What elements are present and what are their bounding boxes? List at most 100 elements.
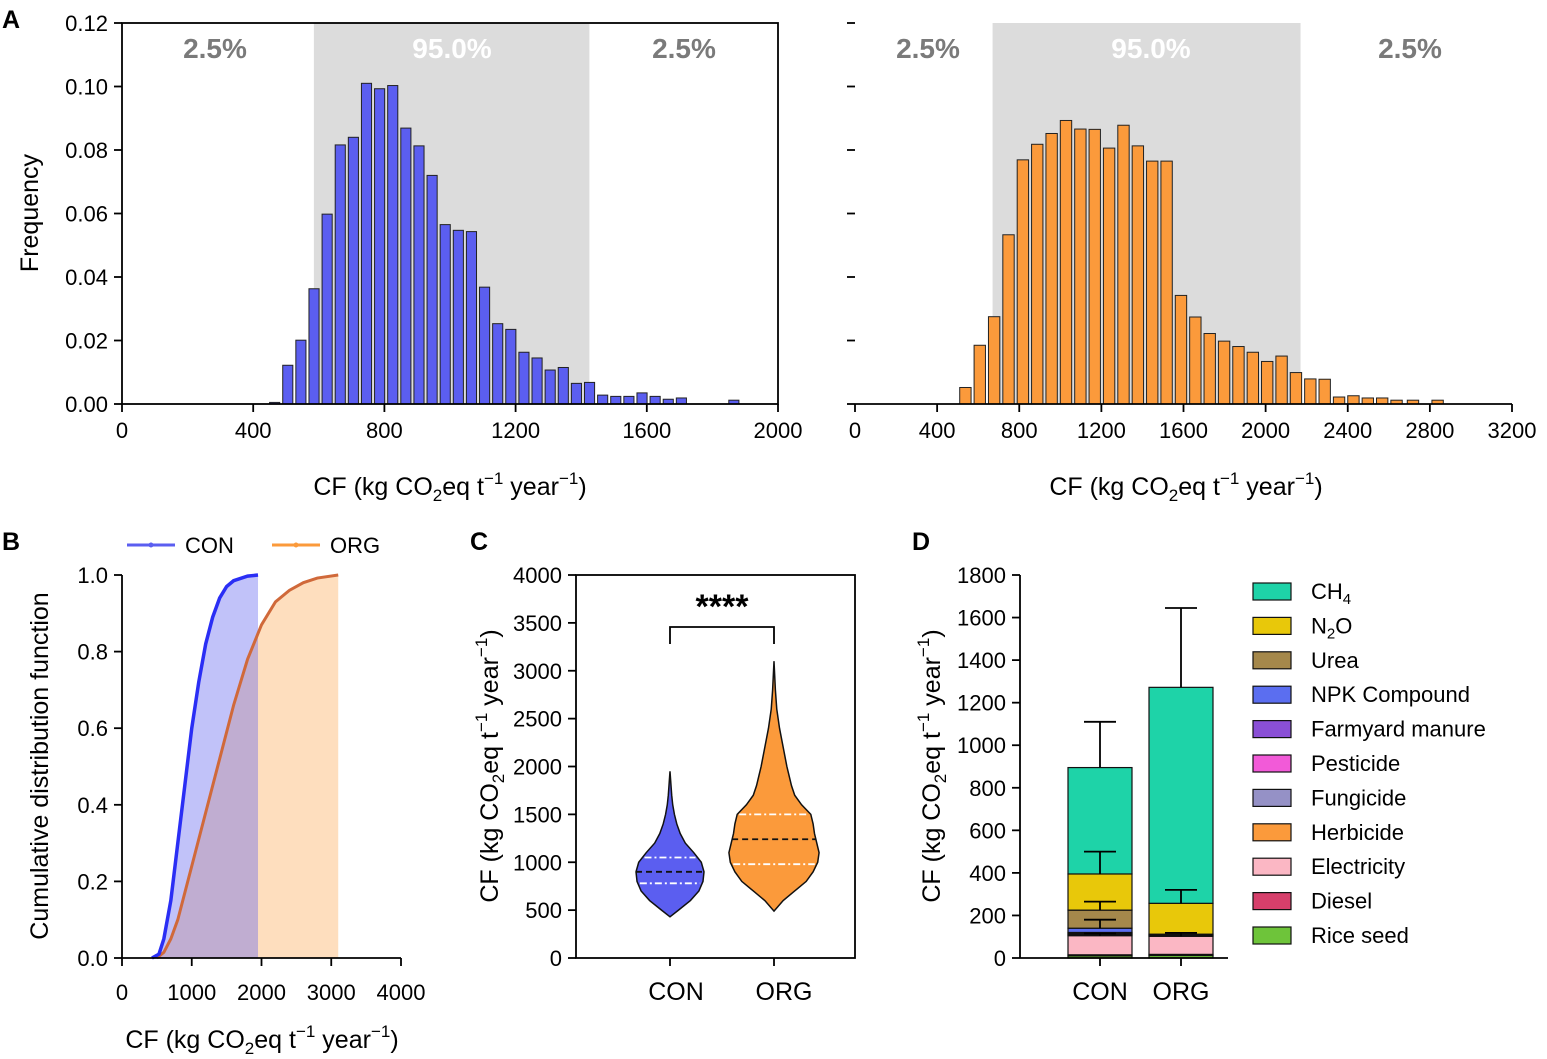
cdf-legend-con-marker — [148, 542, 154, 548]
stack-y-tick-label: 800 — [969, 776, 1006, 801]
violin-shapes — [635, 661, 820, 918]
hist_org-bar — [1232, 346, 1245, 405]
hist_org-bar — [1031, 143, 1044, 405]
con-segment-ch4 — [1067, 766, 1133, 875]
stack-legend-swatch — [1252, 582, 1292, 601]
hist_org-bar — [1102, 147, 1116, 405]
stack-legend-label: CH4 — [1311, 579, 1351, 608]
cdf-x-label: CF (kg CO2eq t−1 year−1) — [125, 1022, 398, 1058]
hist_con-bar — [583, 381, 596, 405]
stack-y-tick-label: 1600 — [957, 606, 1006, 631]
stack-x-tick-label: ORG — [1153, 978, 1210, 1006]
violin-frame — [575, 574, 856, 959]
hist_org-bar — [1203, 333, 1216, 405]
stack-y-tick-label: 1400 — [957, 648, 1006, 673]
hist_con-bar — [597, 394, 609, 405]
stack-legend-swatch — [1252, 719, 1292, 739]
con-histogram-y-ticks: 0.00 0.02 0.04 0.06 0.08 0.10 0.12 — [65, 11, 122, 417]
hist_org-x-tick-label: 2400 — [1323, 418, 1372, 443]
stack-y-tick-label: 1800 — [957, 563, 1006, 588]
hist_con-bar — [505, 328, 517, 405]
hist_org-bar — [1375, 397, 1389, 405]
con-segment-npk-compound — [1067, 927, 1133, 934]
violin-y-tick-label: 4000 — [513, 563, 562, 588]
hist_org-x-tick-label: 400 — [919, 418, 956, 443]
violin-y-tick-label: 3000 — [513, 659, 562, 684]
hist_con-bar — [518, 351, 530, 405]
stack-legend-label: Fungicide — [1311, 785, 1406, 810]
cdf-legend-con-label: CON — [185, 533, 234, 558]
hist_org-x-tick-label: 3200 — [1488, 418, 1537, 443]
hist_org-bar — [1074, 128, 1087, 405]
org-segment-n2o — [1148, 902, 1214, 935]
stack-legend-swatch — [1252, 926, 1292, 945]
cdf-y-tick-label: 1.0 — [77, 563, 108, 588]
hist_con-y-tick-label: 0.00 — [65, 392, 108, 417]
cdf-x-tick-label: 1000 — [167, 980, 216, 1005]
cdf-org-area — [156, 575, 339, 958]
violin-y-tick-label: 2000 — [513, 755, 562, 780]
stacked-bars — [1067, 686, 1214, 959]
con-histogram: 0 400 800 1200 1600 2000 0.00 0.02 0.04 0.06 0.08… — [16, 11, 802, 505]
hist_con-bar — [374, 88, 386, 405]
hist_con-bar — [282, 364, 294, 405]
con-pct-middle: 95.0% — [412, 33, 491, 64]
hist_org-bar — [1146, 160, 1159, 405]
con-95pct-interval-shade — [313, 23, 590, 404]
con-histogram-y-label: Frequency — [16, 153, 44, 272]
cdf-legend-org-marker — [293, 542, 299, 548]
hist_org-bar — [1347, 395, 1360, 405]
cdf-con-line — [151, 573, 259, 960]
hist_con-bar — [492, 323, 504, 405]
hist_org-bar — [1174, 294, 1188, 405]
stack-y-tick-label: 0 — [994, 946, 1006, 971]
org-segment-ch4 — [1148, 686, 1214, 904]
hist_org-bar — [1045, 132, 1058, 405]
stack-legend-swatch — [1252, 685, 1292, 704]
violin-y-tick-label: 500 — [525, 898, 562, 923]
hist_org-bar — [1217, 340, 1231, 405]
cdf-areas — [151, 575, 339, 958]
cdf-x-tick-label: 3000 — [307, 980, 356, 1005]
hist_con-bar — [426, 174, 438, 405]
con-segment-electricity — [1067, 935, 1133, 956]
violin-y-ticks: 0 500 1000 1500 2000 2500 3000 3500 4000 — [513, 563, 576, 971]
stack-y-tick-label: 1000 — [957, 733, 1006, 758]
stack-y-tick-label: 600 — [969, 818, 1006, 843]
stack-legend-label: Herbicide — [1311, 820, 1404, 845]
cdf-y-tick-label: 0.2 — [77, 869, 108, 894]
stack-legend-label: Urea — [1311, 648, 1359, 673]
violin-y-tick-label: 0 — [550, 946, 562, 971]
hist_org-bar — [1160, 160, 1173, 405]
stack-legend-swatch — [1252, 788, 1292, 808]
hist_con-bar — [439, 224, 451, 405]
stack-legend-label: Electricity — [1311, 854, 1405, 879]
hist_con-bar — [623, 395, 635, 405]
stack-y-ticks: 0 200 400 600 800 1000 1200 1400 1600 1800 — [957, 563, 1020, 971]
stack-y-label: CF (kg CO2eq t−1 year−1) — [914, 629, 950, 902]
org-violin — [728, 661, 820, 913]
hist_con-bar — [636, 392, 648, 405]
stack-legend-swatch — [1252, 651, 1292, 670]
hist_org-x-tick-label: 0 — [849, 418, 861, 443]
hist_con-x-tick-label: 1200 — [491, 418, 540, 443]
hist_con-bar — [360, 82, 373, 405]
hist_org-bar — [1332, 396, 1346, 405]
hist_org-x-tick-label: 2800 — [1405, 418, 1454, 443]
stack-legend-swatch — [1252, 754, 1292, 773]
cdf-chart: 0 1000 2000 3000 4000 0.0 0.2 0.4 0.6 0.8 1.0 CON… — [26, 533, 425, 1058]
panel-label-c: C — [470, 528, 488, 556]
cdf-legend-org-label: ORG — [330, 533, 380, 558]
violin-y-tick-label: 2500 — [513, 707, 562, 732]
hist_con-bar — [321, 213, 333, 405]
hist_con-bar — [308, 288, 320, 405]
cdf-y-label: Cumulative distribution function — [26, 592, 54, 939]
cdf-x-tick-label: 0 — [116, 980, 128, 1005]
cdf-y-ticks: 0.0 0.2 0.4 0.6 0.8 1.0 — [77, 563, 122, 971]
hist_con-bar — [465, 231, 478, 405]
violin-x-tick-label: CON — [648, 978, 704, 1006]
cdf-org-line — [155, 573, 339, 960]
hist_org-bar — [1002, 234, 1015, 405]
stack-legend-swatch — [1252, 823, 1292, 842]
hist_con-y-tick-label: 0.04 — [65, 265, 108, 290]
